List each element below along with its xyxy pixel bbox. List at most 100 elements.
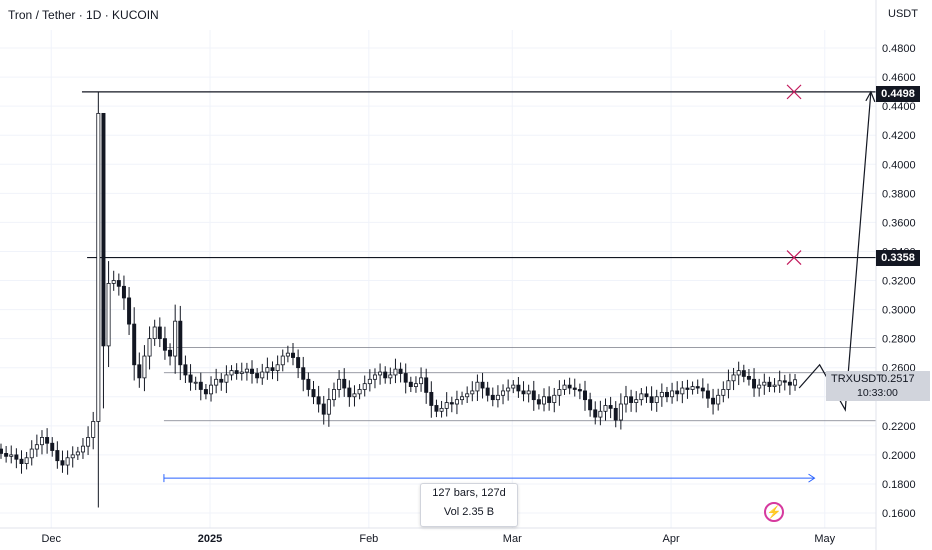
price-axis[interactable]: 0.16000.18000.20000.22000.24000.26000.28… — [875, 0, 916, 550]
time-axis[interactable]: Dec 2025 Feb Mar Apr May — [0, 527, 876, 545]
candle — [552, 387, 557, 413]
candle — [275, 355, 280, 382]
candle-body-up — [454, 399, 459, 405]
candle — [378, 363, 383, 385]
candle — [429, 381, 434, 418]
candle — [383, 366, 388, 384]
candle — [403, 363, 408, 394]
candle — [29, 440, 34, 466]
candle — [367, 369, 372, 392]
candle-body-down — [219, 378, 224, 383]
candle-body-down — [157, 326, 162, 340]
y-tick-label: 0.4600 — [882, 72, 916, 84]
candle-body-up — [280, 355, 285, 366]
candle-body-down — [0, 448, 3, 454]
candle-body-down — [583, 390, 587, 401]
candle-body-down — [347, 387, 352, 398]
candle-body-up — [34, 444, 39, 450]
candle — [137, 352, 142, 388]
candle-body-up — [736, 370, 741, 376]
candle — [234, 363, 239, 380]
candle — [454, 390, 459, 415]
candle-body-down — [644, 393, 649, 398]
candle — [306, 372, 311, 397]
candle-body-down — [168, 349, 173, 357]
candle — [757, 378, 762, 397]
candle-body-up — [634, 399, 639, 403]
candle — [45, 428, 50, 454]
currency-label[interactable]: USDT — [888, 8, 918, 20]
candle — [664, 386, 669, 403]
candle-body-down — [608, 405, 613, 409]
candle-body-up — [495, 394, 500, 401]
candle — [75, 446, 80, 460]
candle — [214, 368, 219, 394]
candle-body-down — [291, 352, 295, 358]
candle-body-up — [439, 407, 444, 412]
candle-body-down — [588, 399, 593, 411]
candle-body-up — [209, 384, 214, 395]
candle-body-down — [321, 403, 326, 415]
x-tick-label: May — [814, 533, 835, 545]
candle — [700, 378, 705, 399]
y-tick-label: 0.3600 — [882, 217, 916, 229]
candle-body-up — [285, 352, 290, 357]
candle-body-down — [306, 378, 311, 390]
candle — [762, 373, 767, 395]
lightning-bolt-icon[interactable]: ⚡ — [764, 502, 784, 522]
candle-body-down — [613, 407, 618, 421]
candle — [705, 383, 710, 408]
candle — [132, 307, 137, 381]
candle-body-down — [629, 396, 634, 403]
candle-body-down — [198, 381, 203, 390]
middle-level-badge[interactable]: 0.3358 — [876, 250, 920, 266]
x-tick-label: 2025 — [198, 533, 222, 545]
candle — [152, 319, 157, 346]
candle-body-up — [690, 386, 695, 390]
candle — [101, 112, 106, 409]
candle — [224, 365, 229, 394]
candle — [188, 364, 193, 391]
candle — [408, 376, 413, 393]
candle-body-down — [178, 320, 183, 366]
candle-body-up — [229, 370, 234, 376]
candle — [721, 381, 726, 403]
candle-body-down — [572, 387, 577, 390]
candle-body-up — [214, 378, 219, 386]
candle — [490, 387, 495, 407]
candle-body-down — [711, 397, 716, 405]
candle-body-up — [506, 387, 511, 392]
candle-body-up — [91, 421, 96, 438]
candle — [654, 389, 659, 412]
candle — [670, 382, 675, 404]
candle — [419, 367, 424, 392]
candle — [736, 361, 741, 386]
candle-body-up — [275, 364, 280, 371]
candle — [598, 400, 603, 426]
candle-body-down — [116, 280, 121, 287]
upper-level-badge[interactable]: 0.4498 — [876, 86, 920, 102]
candle — [793, 374, 798, 391]
candle-body-down — [311, 389, 316, 398]
candle — [511, 380, 516, 394]
candle-body-up — [326, 399, 331, 415]
candle — [480, 372, 485, 399]
projection-path — [798, 91, 872, 412]
last-price-badge[interactable]: TRXUSDT 0.2517 10:33:00 — [826, 371, 930, 401]
candle-body-up — [598, 410, 603, 418]
candle — [260, 363, 265, 385]
bars-count: 127 bars, 127d — [432, 487, 506, 499]
candle — [782, 374, 787, 391]
candle — [316, 385, 321, 413]
candle-body-up — [716, 394, 721, 405]
candle — [116, 273, 121, 296]
candle — [547, 386, 552, 411]
candle-body-up — [470, 390, 475, 395]
candle — [209, 376, 214, 402]
candle — [219, 373, 224, 391]
candle-body-up — [111, 280, 116, 284]
candle-body-down — [741, 370, 746, 377]
candle-body-up — [357, 389, 362, 395]
candles — [0, 91, 798, 508]
